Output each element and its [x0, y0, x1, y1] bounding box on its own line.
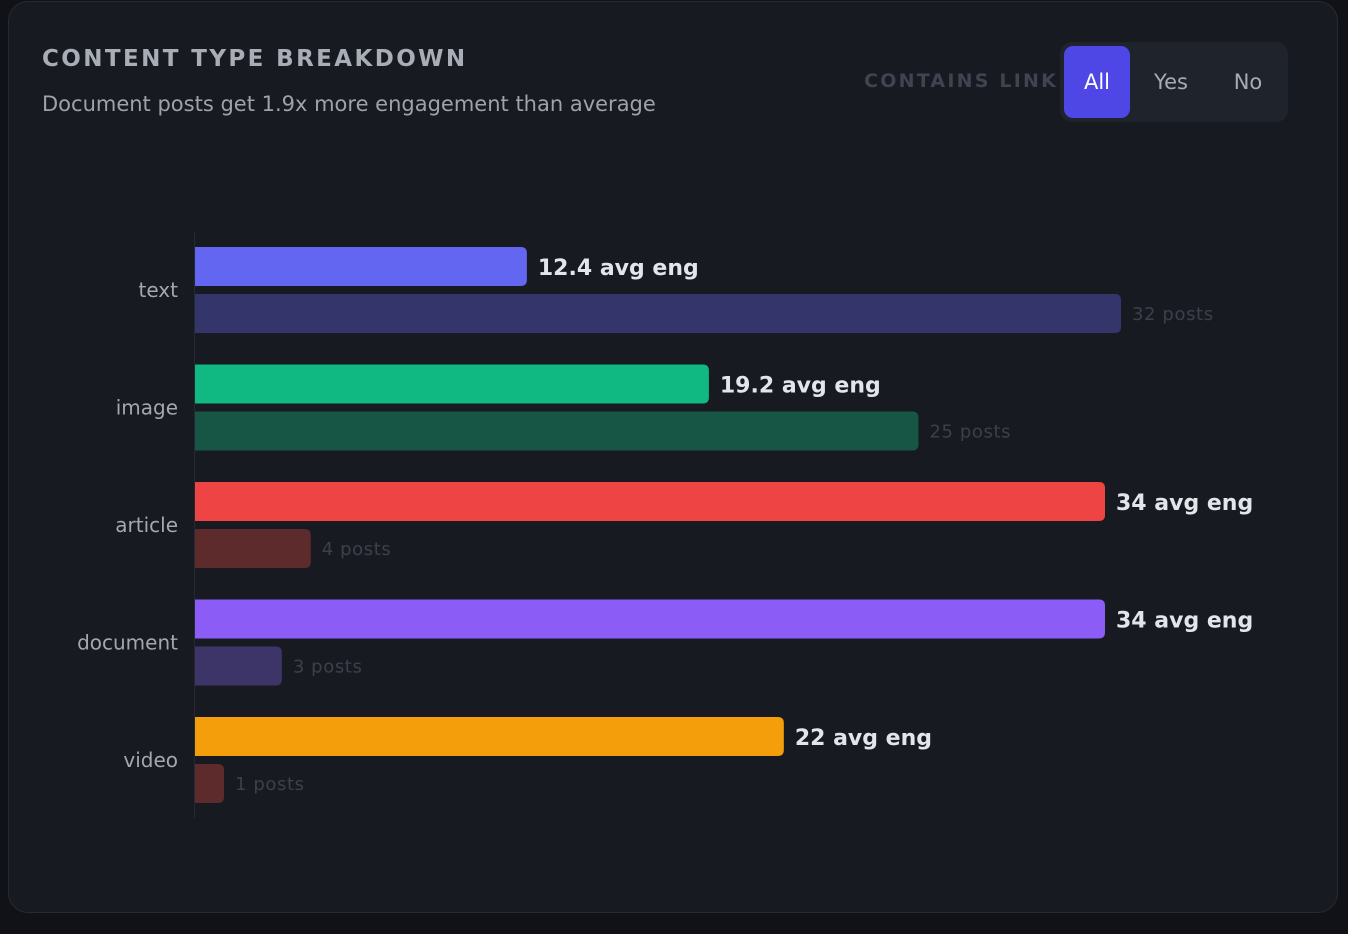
posts-bar[interactable]: [195, 294, 1121, 333]
posts-count-label: 4 posts: [322, 539, 392, 560]
posts-count-label: 3 posts: [293, 657, 363, 678]
avg-eng-value-label: 22 avg eng: [795, 726, 932, 751]
chart-subtitle: Document posts get 1.9x more engagement …: [42, 92, 656, 116]
avg-eng-bar[interactable]: [195, 717, 784, 756]
avg-eng-value-label: 19.2 avg eng: [720, 374, 881, 399]
category-label: text: [139, 278, 179, 302]
avg-eng-bar[interactable]: [195, 599, 1105, 639]
posts-bar[interactable]: [195, 411, 919, 451]
category-label: article: [115, 513, 178, 537]
posts-bar[interactable]: [195, 646, 282, 686]
contains-link-toggle: All Yes No: [1060, 42, 1288, 122]
contains-link-label: CONTAINS LINK: [864, 70, 1058, 92]
avg-eng-bar[interactable]: [195, 482, 1105, 521]
chart-title: CONTENT TYPE BREAKDOWN: [42, 46, 468, 72]
content-type-card: [8, 1, 1338, 913]
posts-bar[interactable]: [195, 764, 224, 803]
avg-eng-bar[interactable]: [195, 247, 527, 286]
category-label: video: [123, 748, 178, 772]
posts-count-label: 32 posts: [1132, 304, 1214, 325]
avg-eng-value-label: 34 avg eng: [1116, 609, 1253, 634]
avg-eng-value-label: 34 avg eng: [1116, 491, 1253, 516]
posts-bar[interactable]: [195, 529, 311, 568]
category-label: image: [116, 396, 178, 420]
category-label: document: [77, 631, 178, 655]
avg-eng-bar[interactable]: [195, 364, 709, 404]
filter-all-button[interactable]: All: [1064, 46, 1130, 118]
posts-count-label: 25 posts: [929, 422, 1011, 443]
filter-yes-button[interactable]: Yes: [1130, 46, 1212, 118]
avg-eng-value-label: 12.4 avg eng: [538, 256, 699, 281]
posts-count-label: 1 posts: [235, 774, 305, 795]
filter-no-button[interactable]: No: [1212, 46, 1284, 118]
